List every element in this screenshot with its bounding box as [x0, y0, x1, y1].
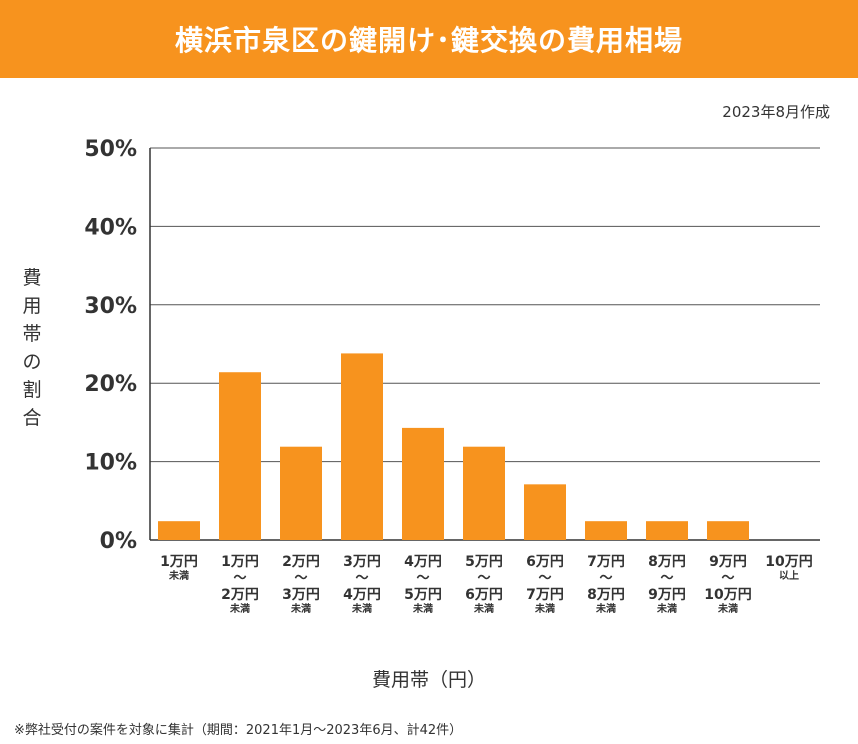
bar [707, 521, 749, 540]
x-tick-label: 5万円～ 6万円未満 [465, 554, 503, 615]
bar [341, 353, 383, 540]
bar [402, 427, 444, 540]
x-tick-label: 6万円～ 7万円未満 [526, 554, 564, 615]
x-tick-label: 3万円～ 4万円未満 [343, 554, 381, 615]
y-axis-label: 費用帯の割合 [22, 267, 42, 429]
title-banner: 横浜市泉区の鍵開け･鍵交換の費用相場 [0, 0, 858, 78]
y-tick-label: 30% [84, 294, 137, 319]
bar [280, 446, 322, 540]
x-axis-label: 費用帯（円） [371, 669, 486, 691]
y-tick-label: 50% [84, 137, 137, 162]
x-tick-label: 1万円～ 2万円未満 [221, 554, 259, 615]
bar [646, 521, 688, 540]
y-tick-label: 0% [100, 529, 137, 554]
created-date: 2023年8月作成 [722, 103, 830, 121]
x-tick-label: 1万円未満 [160, 554, 198, 582]
x-tick-label: 10万円以上 [765, 554, 812, 582]
footnote: ※弊社受付の案件を対象に集計（期間：2021年1月～2023年6月、計42件） [14, 723, 463, 738]
bar [158, 521, 200, 540]
chart-title: 横浜市泉区の鍵開け･鍵交換の費用相場 [174, 24, 683, 57]
bar [524, 484, 566, 540]
y-tick-label: 20% [84, 372, 137, 397]
x-tick-label: 9万円～ 10万円未満 [704, 554, 751, 615]
y-tick-label: 10% [84, 451, 137, 476]
x-tick-label: 7万円～ 8万円未満 [587, 554, 625, 615]
x-tick-label: 8万円～ 9万円未満 [648, 554, 686, 615]
bar [463, 446, 505, 540]
x-tick-label: 2万円～ 3万円未満 [282, 554, 320, 615]
bar [219, 372, 261, 540]
bar [585, 521, 627, 540]
y-tick-label: 40% [84, 215, 137, 240]
x-tick-label: 4万円～ 5万円未満 [404, 554, 442, 615]
